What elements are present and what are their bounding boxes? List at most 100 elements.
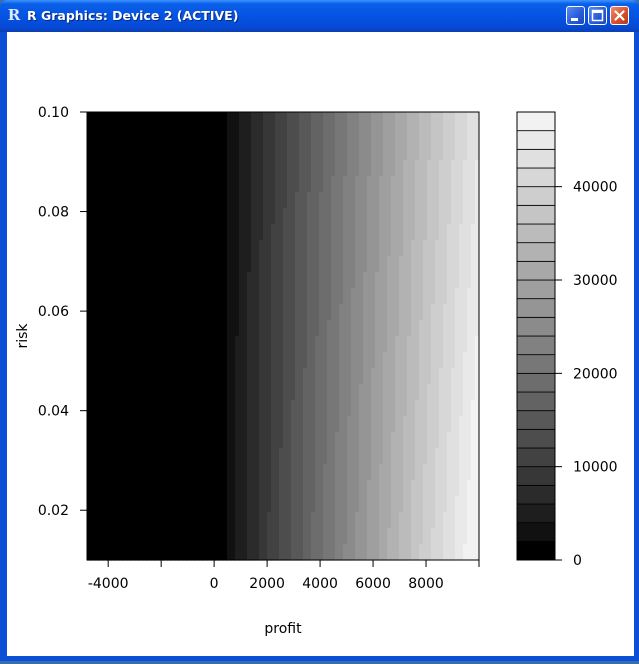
heatmap-cell bbox=[327, 544, 332, 561]
heatmap-cell bbox=[355, 192, 360, 209]
heatmap-cell bbox=[163, 544, 168, 561]
heatmap-cell bbox=[119, 368, 124, 385]
close-button[interactable] bbox=[610, 6, 629, 25]
heatmap-cell bbox=[463, 176, 468, 193]
heatmap-cell bbox=[463, 368, 468, 385]
heatmap-cell bbox=[119, 512, 124, 529]
heatmap-cell bbox=[163, 496, 168, 513]
heatmap-cell bbox=[439, 144, 444, 161]
heatmap-cell bbox=[319, 496, 324, 513]
heatmap-cell bbox=[403, 160, 408, 177]
heatmap-cell bbox=[259, 128, 264, 145]
heatmap-cell bbox=[451, 240, 456, 257]
heatmap-cell bbox=[259, 192, 264, 209]
heatmap-cell bbox=[235, 496, 240, 513]
heatmap-cell bbox=[319, 160, 324, 177]
heatmap-cell bbox=[283, 224, 288, 241]
heatmap-cell bbox=[151, 416, 156, 433]
heatmap-cell bbox=[143, 352, 148, 369]
heatmap-cell bbox=[147, 384, 152, 401]
heatmap-cell bbox=[451, 352, 456, 369]
heatmap-regions bbox=[87, 112, 480, 561]
graphics-device-canvas: -4000 0 2000 4000 6000 8000 0.02 0.04 0.06 0.08 0… bbox=[7, 32, 634, 656]
heatmap-cell bbox=[443, 528, 448, 545]
heatmap-cell bbox=[103, 192, 108, 209]
minimize-button[interactable] bbox=[566, 6, 585, 25]
heatmap-cell bbox=[103, 464, 108, 481]
heatmap-cell bbox=[363, 496, 368, 513]
heatmap-cell bbox=[299, 352, 304, 369]
heatmap-cell bbox=[291, 320, 296, 337]
heatmap-cell bbox=[375, 208, 380, 225]
heatmap-cell bbox=[415, 432, 420, 449]
heatmap-cell bbox=[123, 304, 128, 321]
heatmap-cell bbox=[235, 288, 240, 305]
heatmap-cell bbox=[335, 208, 340, 225]
heatmap-cell bbox=[459, 352, 464, 369]
heatmap-cell bbox=[371, 160, 376, 177]
heatmap-cell bbox=[131, 112, 136, 129]
heatmap-cell bbox=[399, 112, 404, 129]
heatmap-cell bbox=[323, 336, 328, 353]
heatmap-cell bbox=[463, 272, 468, 289]
heatmap-cell bbox=[303, 384, 308, 401]
heatmap-cell bbox=[243, 528, 248, 545]
heatmap-cell bbox=[239, 544, 244, 561]
heatmap-cell bbox=[355, 208, 360, 225]
heatmap-cell bbox=[143, 480, 148, 497]
heatmap-cell bbox=[295, 256, 300, 273]
heatmap-cell bbox=[415, 176, 420, 193]
heatmap-cell bbox=[447, 352, 452, 369]
heatmap-cell bbox=[115, 368, 120, 385]
heatmap-cell bbox=[143, 512, 148, 529]
heatmap-cell bbox=[395, 512, 400, 529]
heatmap-cell bbox=[115, 256, 120, 273]
heatmap-cell bbox=[183, 352, 188, 369]
heatmap-cell bbox=[339, 384, 344, 401]
heatmap-cell bbox=[151, 272, 156, 289]
heatmap-cell bbox=[383, 400, 388, 417]
heatmap-cell bbox=[179, 112, 184, 129]
heatmap-cell bbox=[415, 256, 420, 273]
heatmap-cell bbox=[195, 352, 200, 369]
heatmap-cell bbox=[403, 496, 408, 513]
heatmap-cell bbox=[283, 272, 288, 289]
color-key-swatch bbox=[516, 428, 556, 449]
heatmap-cell bbox=[99, 208, 104, 225]
heatmap-cell bbox=[275, 112, 280, 129]
heatmap-cell bbox=[275, 464, 280, 481]
heatmap-cell bbox=[459, 416, 464, 433]
title-bar[interactable]: R R Graphics: Device 2 (ACTIVE) bbox=[0, 0, 639, 32]
heatmap-cell bbox=[359, 368, 364, 385]
heatmap-cell bbox=[91, 528, 96, 545]
heatmap-cell bbox=[167, 256, 172, 273]
heatmap-cell bbox=[267, 336, 272, 353]
heatmap-cell bbox=[331, 256, 336, 273]
heatmap-cell bbox=[219, 544, 224, 561]
maximize-button[interactable] bbox=[588, 6, 607, 25]
heatmap-cell bbox=[263, 352, 268, 369]
heatmap-cell bbox=[175, 368, 180, 385]
heatmap-cell bbox=[203, 128, 208, 145]
heatmap-cell bbox=[443, 320, 448, 337]
heatmap-cell bbox=[475, 304, 480, 321]
heatmap-cell bbox=[227, 224, 232, 241]
heatmap-cell bbox=[287, 288, 292, 305]
heatmap-cell bbox=[351, 160, 356, 177]
heatmap-cell bbox=[247, 480, 252, 497]
heatmap-cell bbox=[371, 496, 376, 513]
r-logo-icon[interactable]: R bbox=[7, 6, 21, 24]
heatmap-cell bbox=[107, 464, 112, 481]
heatmap-cell bbox=[107, 144, 112, 161]
heatmap-cell bbox=[87, 224, 92, 241]
heatmap-cell bbox=[443, 432, 448, 449]
heatmap-cell bbox=[111, 496, 116, 513]
heatmap-cell bbox=[355, 432, 360, 449]
heatmap-cell bbox=[231, 176, 236, 193]
heatmap-cell bbox=[359, 192, 364, 209]
heatmap-cell bbox=[279, 336, 284, 353]
heatmap-cell bbox=[251, 368, 256, 385]
heatmap-cell bbox=[319, 512, 324, 529]
heatmap-cell bbox=[367, 448, 372, 465]
